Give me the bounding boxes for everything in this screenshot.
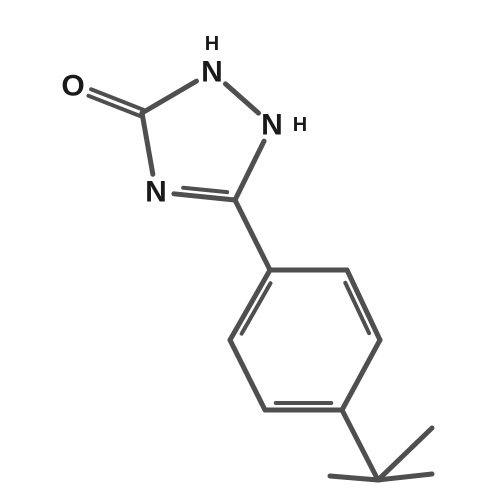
svg-text:N: N [201,56,223,89]
svg-text:H: H [293,114,307,136]
molecule-diagram: ONHNHN [0,0,500,500]
svg-text:O: O [61,70,84,103]
svg-text:N: N [261,109,283,142]
svg-text:H: H [205,33,219,55]
svg-text:N: N [145,176,167,209]
